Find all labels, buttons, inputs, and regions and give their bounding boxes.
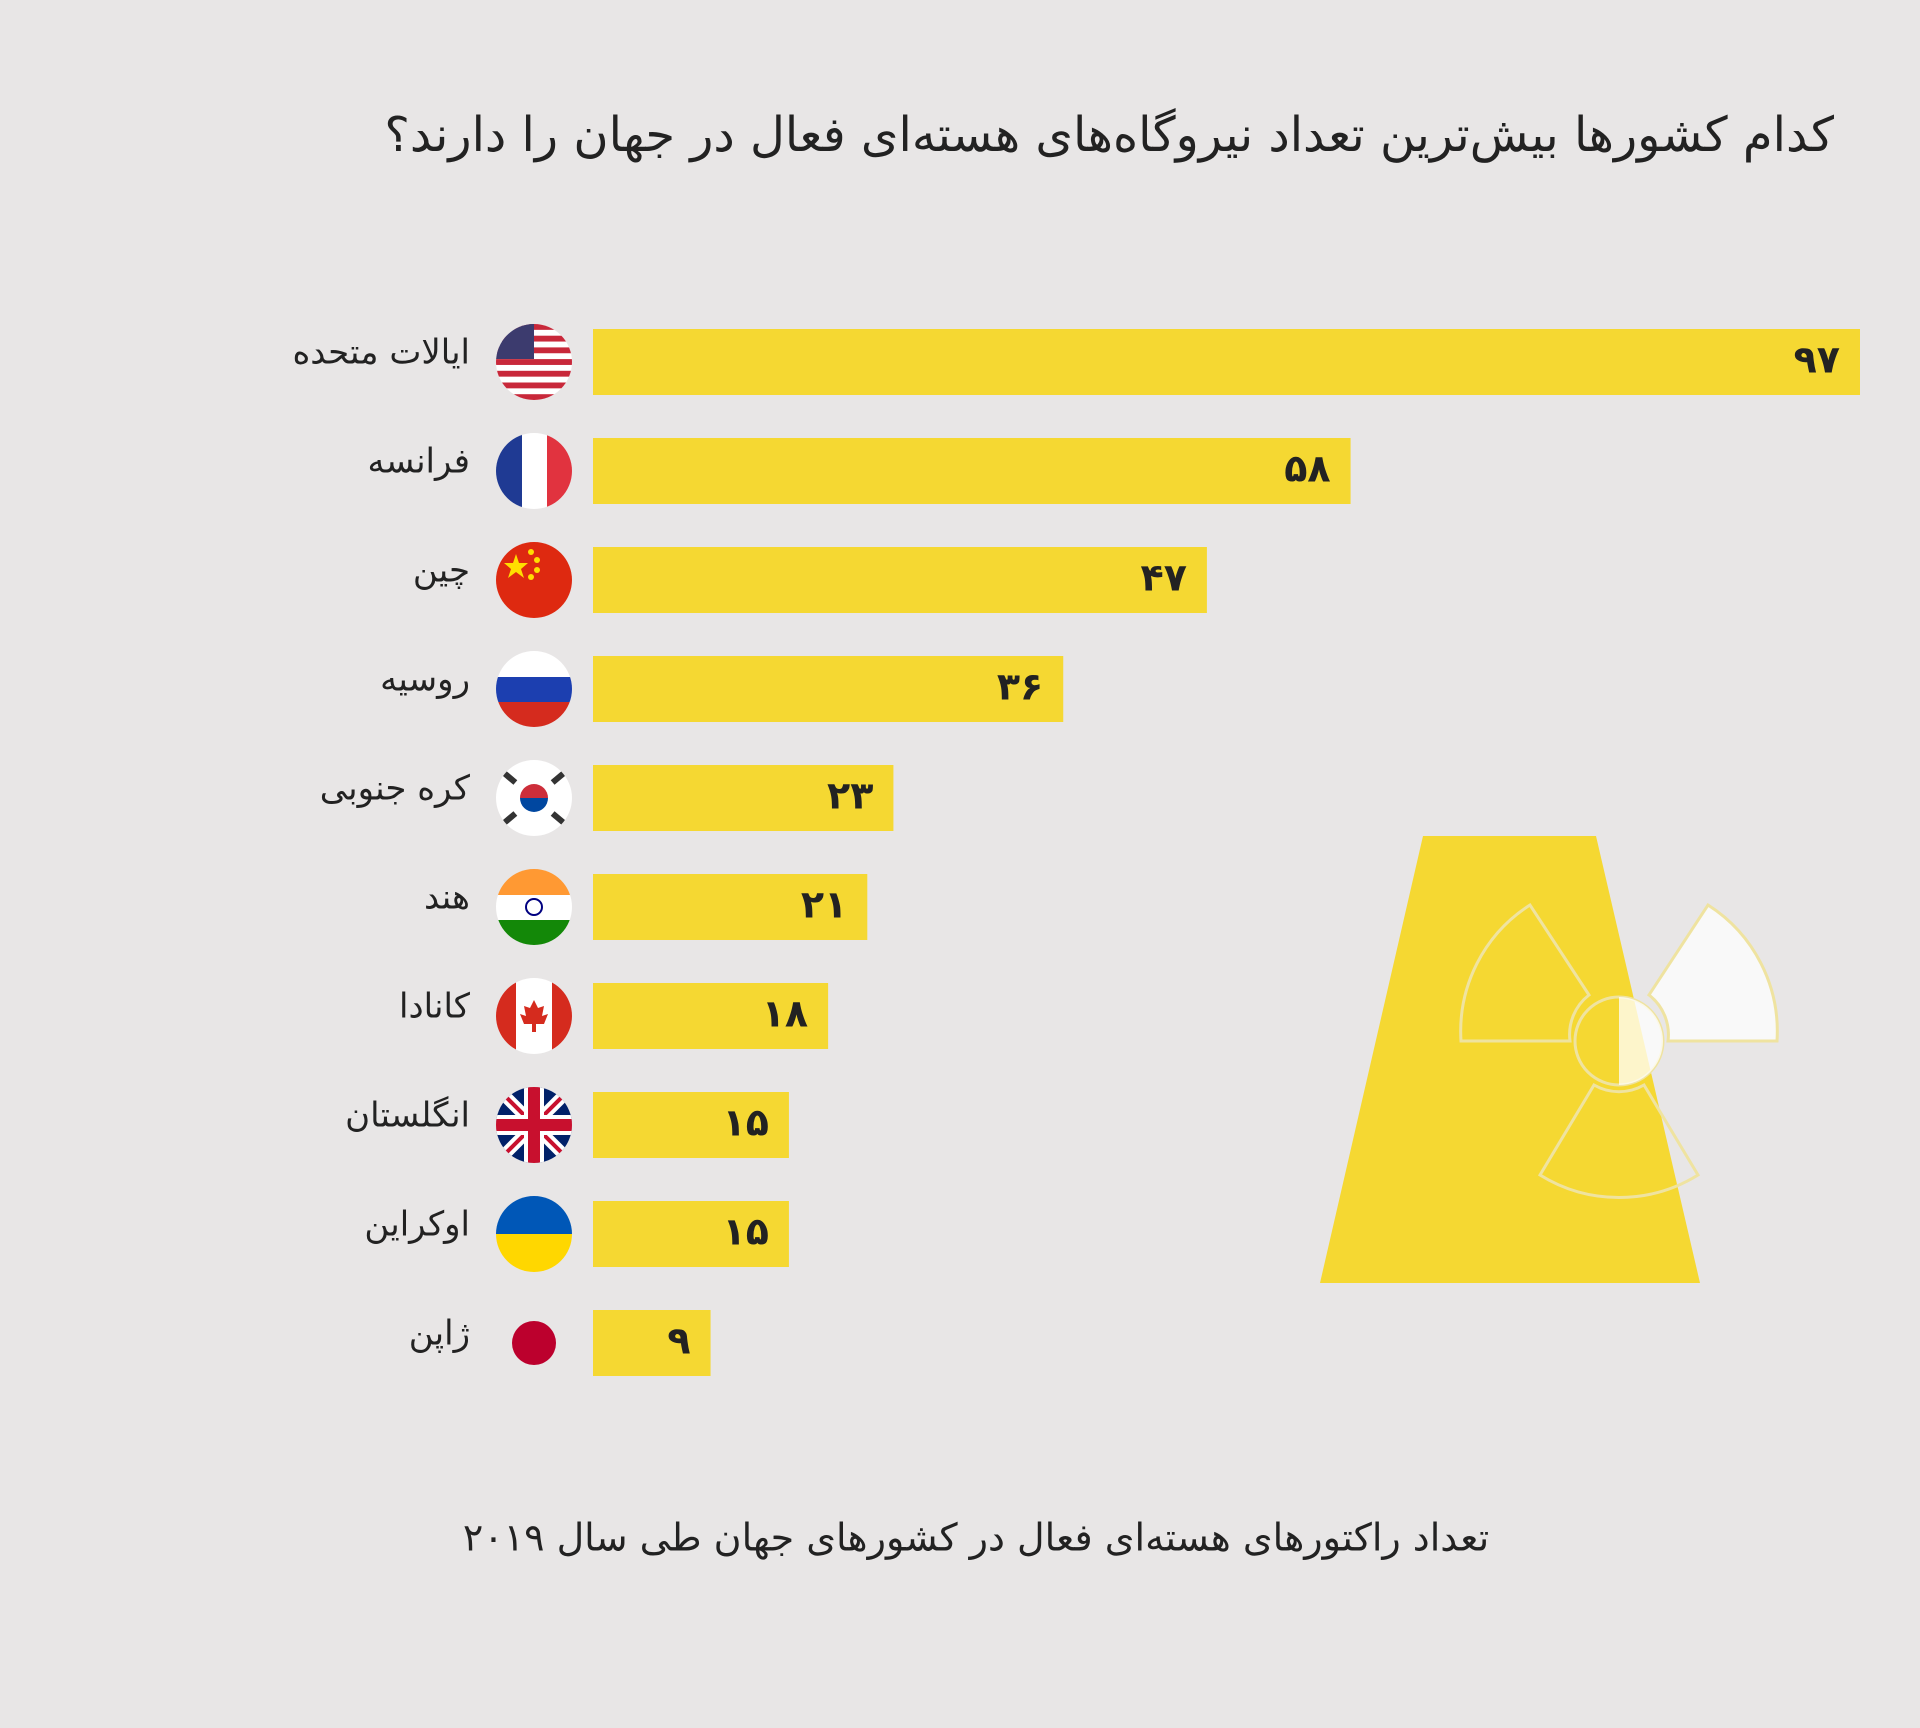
bar xyxy=(593,1310,711,1376)
data-label: ۹۷ xyxy=(1794,338,1840,382)
flag-stripe xyxy=(496,359,572,365)
category-label: ایالات متحده xyxy=(292,333,470,373)
flag-icon xyxy=(496,869,572,945)
flag-trigram xyxy=(502,771,518,785)
chart-title: کدام کشورها بیش‌ترین تعداد نیروگاه‌های ه… xyxy=(384,107,1834,163)
flag-body xyxy=(496,760,572,836)
category-label: روسیه xyxy=(380,660,470,700)
flag-icon xyxy=(496,978,572,1054)
flag-stripe xyxy=(496,394,572,400)
flag-trigram xyxy=(550,771,566,785)
category-label: ژاپن xyxy=(409,1314,470,1354)
category-label: انگلستان xyxy=(345,1096,470,1136)
bar xyxy=(593,983,829,1049)
reactor-decoration xyxy=(1320,836,1779,1283)
data-label: ۲۳ xyxy=(827,774,873,818)
flag-star xyxy=(534,567,540,573)
data-label: ۳۶ xyxy=(997,665,1043,709)
flag-icon xyxy=(496,1087,572,1163)
flag-cross xyxy=(496,1119,572,1131)
data-label: ۱۸ xyxy=(762,992,808,1036)
radiation-symbol xyxy=(1459,902,1779,1199)
flag-trigram xyxy=(502,811,518,825)
flag-icon xyxy=(496,1196,572,1272)
flag-leaf xyxy=(520,1000,548,1032)
data-label: ۲۱ xyxy=(801,883,847,927)
flag-band xyxy=(496,677,572,702)
bar xyxy=(593,547,1207,613)
flag-icon xyxy=(496,651,572,727)
flag-trigram xyxy=(550,811,566,825)
flag-star xyxy=(528,549,534,555)
flag-body xyxy=(496,869,572,945)
cooling-tower xyxy=(1320,836,1700,1283)
flag-body xyxy=(496,324,572,400)
category-label: کانادا xyxy=(399,987,471,1027)
flag-stripe xyxy=(496,382,572,389)
flag-bg xyxy=(496,542,572,618)
flag-body xyxy=(496,978,572,1054)
category-label: چین xyxy=(413,551,470,591)
data-label: ۵۸ xyxy=(1284,447,1330,491)
flag-body xyxy=(496,433,572,509)
bar xyxy=(593,438,1351,504)
flag-body xyxy=(512,1321,556,1365)
category-label: اوکراین xyxy=(364,1205,470,1245)
flag-taeguk xyxy=(520,798,548,812)
flag-stripe xyxy=(496,370,572,377)
flag-star xyxy=(504,554,528,578)
data-label: ۱۵ xyxy=(723,1101,769,1145)
category-label: کره جنوبی xyxy=(320,769,471,809)
flag-disc xyxy=(512,1321,556,1365)
bar xyxy=(593,1201,789,1267)
flag-body xyxy=(496,1087,572,1163)
flag-body xyxy=(496,1196,572,1272)
category-label: هند xyxy=(424,878,470,918)
flag-body xyxy=(496,542,572,618)
data-label: ۹ xyxy=(667,1319,690,1363)
data-label: ۴۷ xyxy=(1141,556,1187,600)
flag-icon xyxy=(496,324,572,400)
flag-icon xyxy=(496,760,572,836)
bar xyxy=(593,874,868,940)
bar xyxy=(593,329,1860,395)
data-label: ۱۵ xyxy=(723,1210,769,1254)
bar xyxy=(593,656,1064,722)
bar xyxy=(593,765,894,831)
flag-body xyxy=(496,651,572,727)
flag-taeguk xyxy=(520,784,548,798)
flag-star xyxy=(528,574,534,580)
bar xyxy=(593,1092,789,1158)
chart-caption: تعداد راکتورهای هسته‌ای فعال در کشورهای … xyxy=(463,1516,1489,1561)
flag-icon xyxy=(496,542,572,618)
category-label: فرانسه xyxy=(368,442,470,482)
flag-icon xyxy=(512,1321,556,1365)
flag-star xyxy=(534,557,540,563)
flag-icon xyxy=(496,433,572,509)
flag-chakra xyxy=(525,898,543,916)
flag-band xyxy=(522,433,547,509)
